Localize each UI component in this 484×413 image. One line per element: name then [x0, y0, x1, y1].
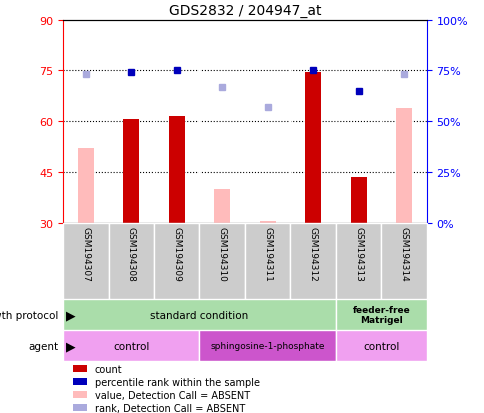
Text: percentile rank within the sample: percentile rank within the sample	[94, 377, 259, 387]
Text: GSM194309: GSM194309	[172, 227, 181, 282]
Text: value, Detection Call = ABSENT: value, Detection Call = ABSENT	[94, 390, 249, 400]
Bar	[199, 330, 335, 361]
Bar	[73, 404, 87, 411]
Bar	[63, 330, 199, 361]
Bar	[63, 299, 335, 330]
Text: ▶: ▶	[65, 309, 75, 321]
Text: rank, Detection Call = ABSENT: rank, Detection Call = ABSENT	[94, 403, 244, 413]
Text: GSM194313: GSM194313	[353, 227, 363, 282]
Text: sphingosine-1-phosphate: sphingosine-1-phosphate	[210, 342, 324, 350]
Text: GSM194311: GSM194311	[263, 227, 272, 282]
Bar	[168, 117, 184, 223]
Bar	[335, 330, 426, 361]
Bar	[73, 378, 87, 385]
Bar	[214, 189, 230, 223]
Title: GDS2832 / 204947_at: GDS2832 / 204947_at	[168, 4, 320, 18]
Bar	[199, 223, 244, 299]
Text: standard condition: standard condition	[150, 310, 248, 320]
Bar	[244, 223, 290, 299]
Text: GSM194308: GSM194308	[126, 227, 136, 282]
Text: GSM194312: GSM194312	[308, 227, 317, 281]
Text: GSM194314: GSM194314	[399, 227, 408, 281]
Bar	[123, 120, 139, 223]
Bar	[73, 366, 87, 372]
Bar	[259, 221, 275, 223]
Text: feeder-free
Matrigel: feeder-free Matrigel	[352, 305, 409, 325]
Text: control: control	[113, 341, 149, 351]
Text: agent: agent	[28, 341, 58, 351]
Text: count: count	[94, 364, 122, 374]
Bar	[335, 299, 426, 330]
Bar	[304, 73, 320, 223]
Bar	[335, 223, 380, 299]
Bar	[108, 223, 153, 299]
Text: GSM194310: GSM194310	[217, 227, 226, 282]
Bar	[380, 223, 426, 299]
Text: control: control	[363, 341, 399, 351]
Bar	[153, 223, 199, 299]
Text: growth protocol: growth protocol	[0, 310, 58, 320]
Text: GSM194307: GSM194307	[81, 227, 90, 282]
Bar	[395, 108, 411, 223]
Bar	[350, 178, 366, 223]
Bar	[63, 223, 108, 299]
Bar	[290, 223, 335, 299]
Text: ▶: ▶	[65, 339, 75, 352]
Bar	[73, 392, 87, 398]
Bar	[77, 149, 93, 223]
